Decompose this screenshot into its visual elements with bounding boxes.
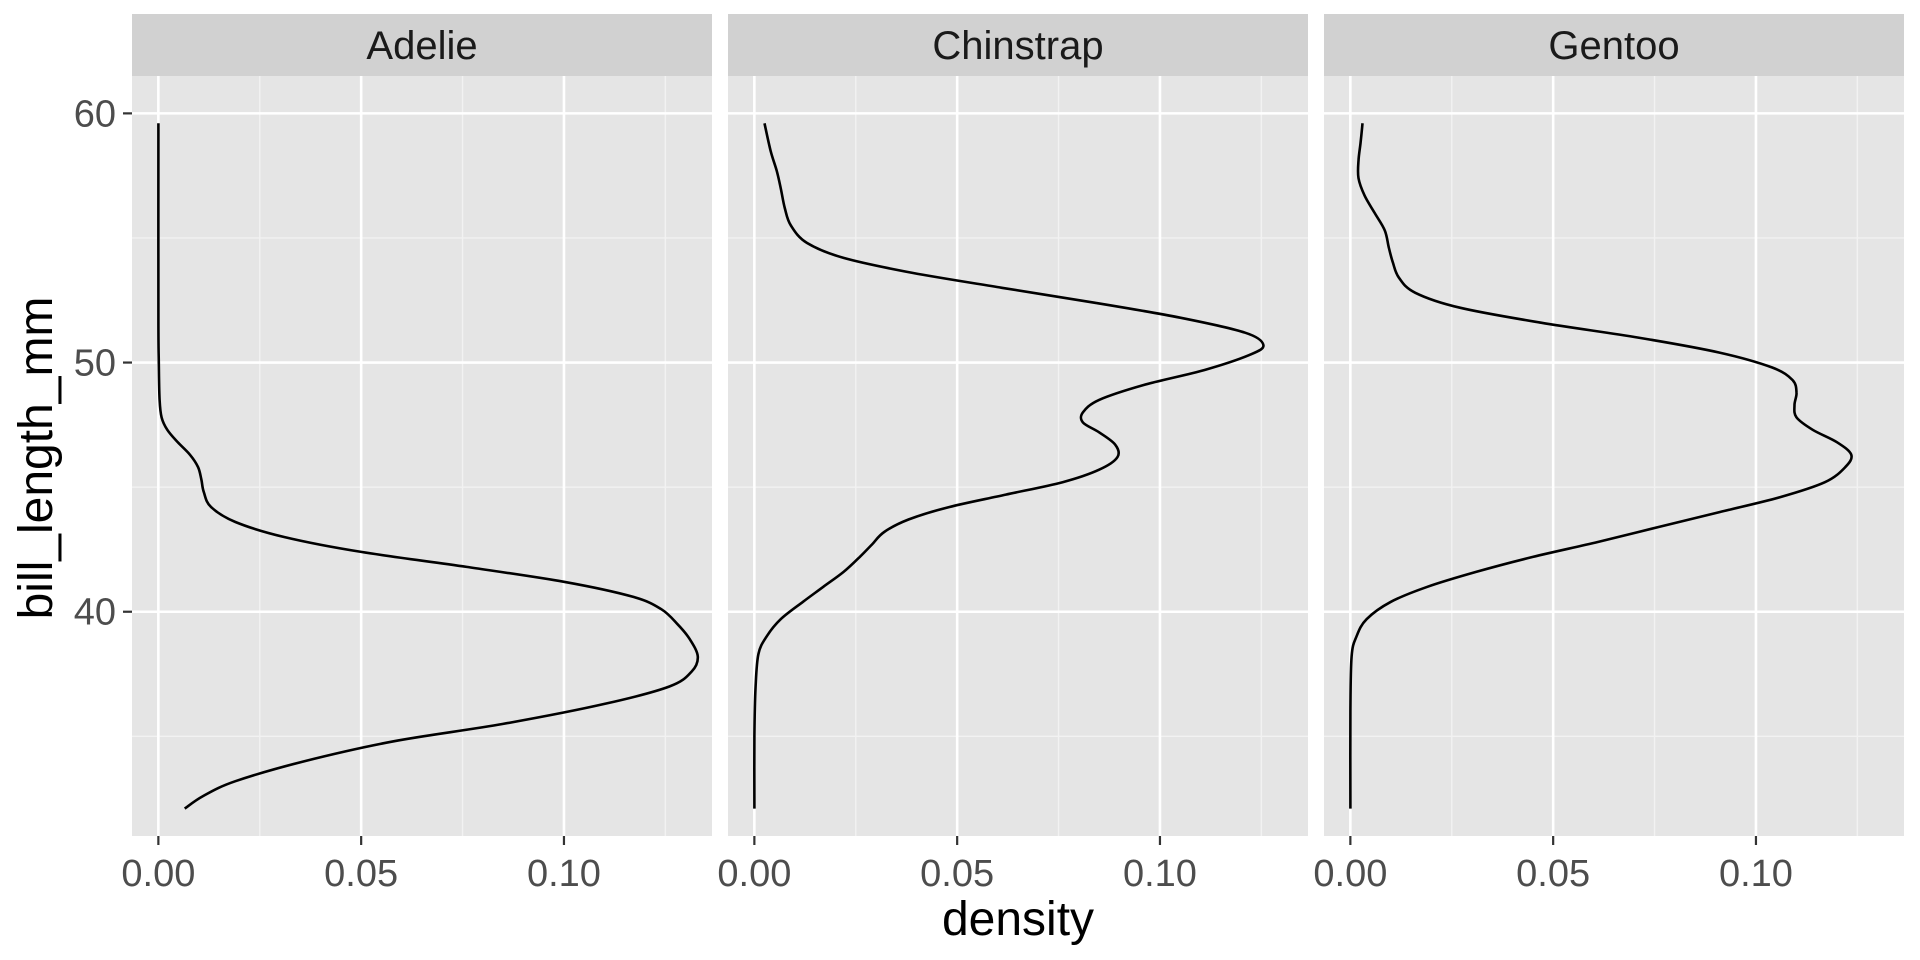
x-tick-label: 0.05 bbox=[920, 853, 994, 895]
x-tick-label: 0.10 bbox=[1719, 853, 1793, 895]
x-tick-label: 0.00 bbox=[121, 853, 195, 895]
x-tick-label: 0.05 bbox=[324, 853, 398, 895]
facet-strip bbox=[728, 14, 1308, 76]
y-tick-label: 60 bbox=[74, 93, 116, 135]
panel-chinstrap: Chinstrap 0.00 0.05 0.10 bbox=[717, 14, 1308, 895]
x-tick-label: 0.00 bbox=[1313, 853, 1387, 895]
x-tick-label: 0.05 bbox=[1516, 853, 1590, 895]
facet-strip-label: Adelie bbox=[366, 24, 477, 68]
panel-adelie: Adelie 0.00 0.05 0.10 bbox=[121, 14, 712, 895]
facet-strip bbox=[1324, 14, 1904, 76]
y-axis-title: bill_length_mm bbox=[10, 297, 63, 620]
density-line-chinstrap bbox=[753, 123, 1265, 809]
density-line-adelie bbox=[157, 123, 700, 810]
x-tick-label: 0.00 bbox=[717, 853, 791, 895]
facet-strip-label: Gentoo bbox=[1548, 24, 1679, 68]
facet-strip bbox=[132, 14, 712, 76]
x-tick-label: 0.10 bbox=[1123, 853, 1197, 895]
facet-strip-label: Chinstrap bbox=[932, 24, 1103, 68]
panel-background bbox=[132, 76, 712, 836]
y-tick-label: 40 bbox=[74, 592, 116, 634]
y-axis: 40 50 60 bbox=[74, 93, 132, 634]
panel-gentoo: Gentoo 0.00 0.05 0.10 bbox=[1313, 14, 1904, 895]
y-tick-label: 50 bbox=[74, 343, 116, 385]
x-tick-label: 0.10 bbox=[527, 853, 601, 895]
panel-background bbox=[728, 76, 1308, 836]
x-axis-title: density bbox=[942, 893, 1094, 946]
panel-background bbox=[1324, 76, 1904, 836]
density-line-gentoo bbox=[1349, 123, 1853, 809]
